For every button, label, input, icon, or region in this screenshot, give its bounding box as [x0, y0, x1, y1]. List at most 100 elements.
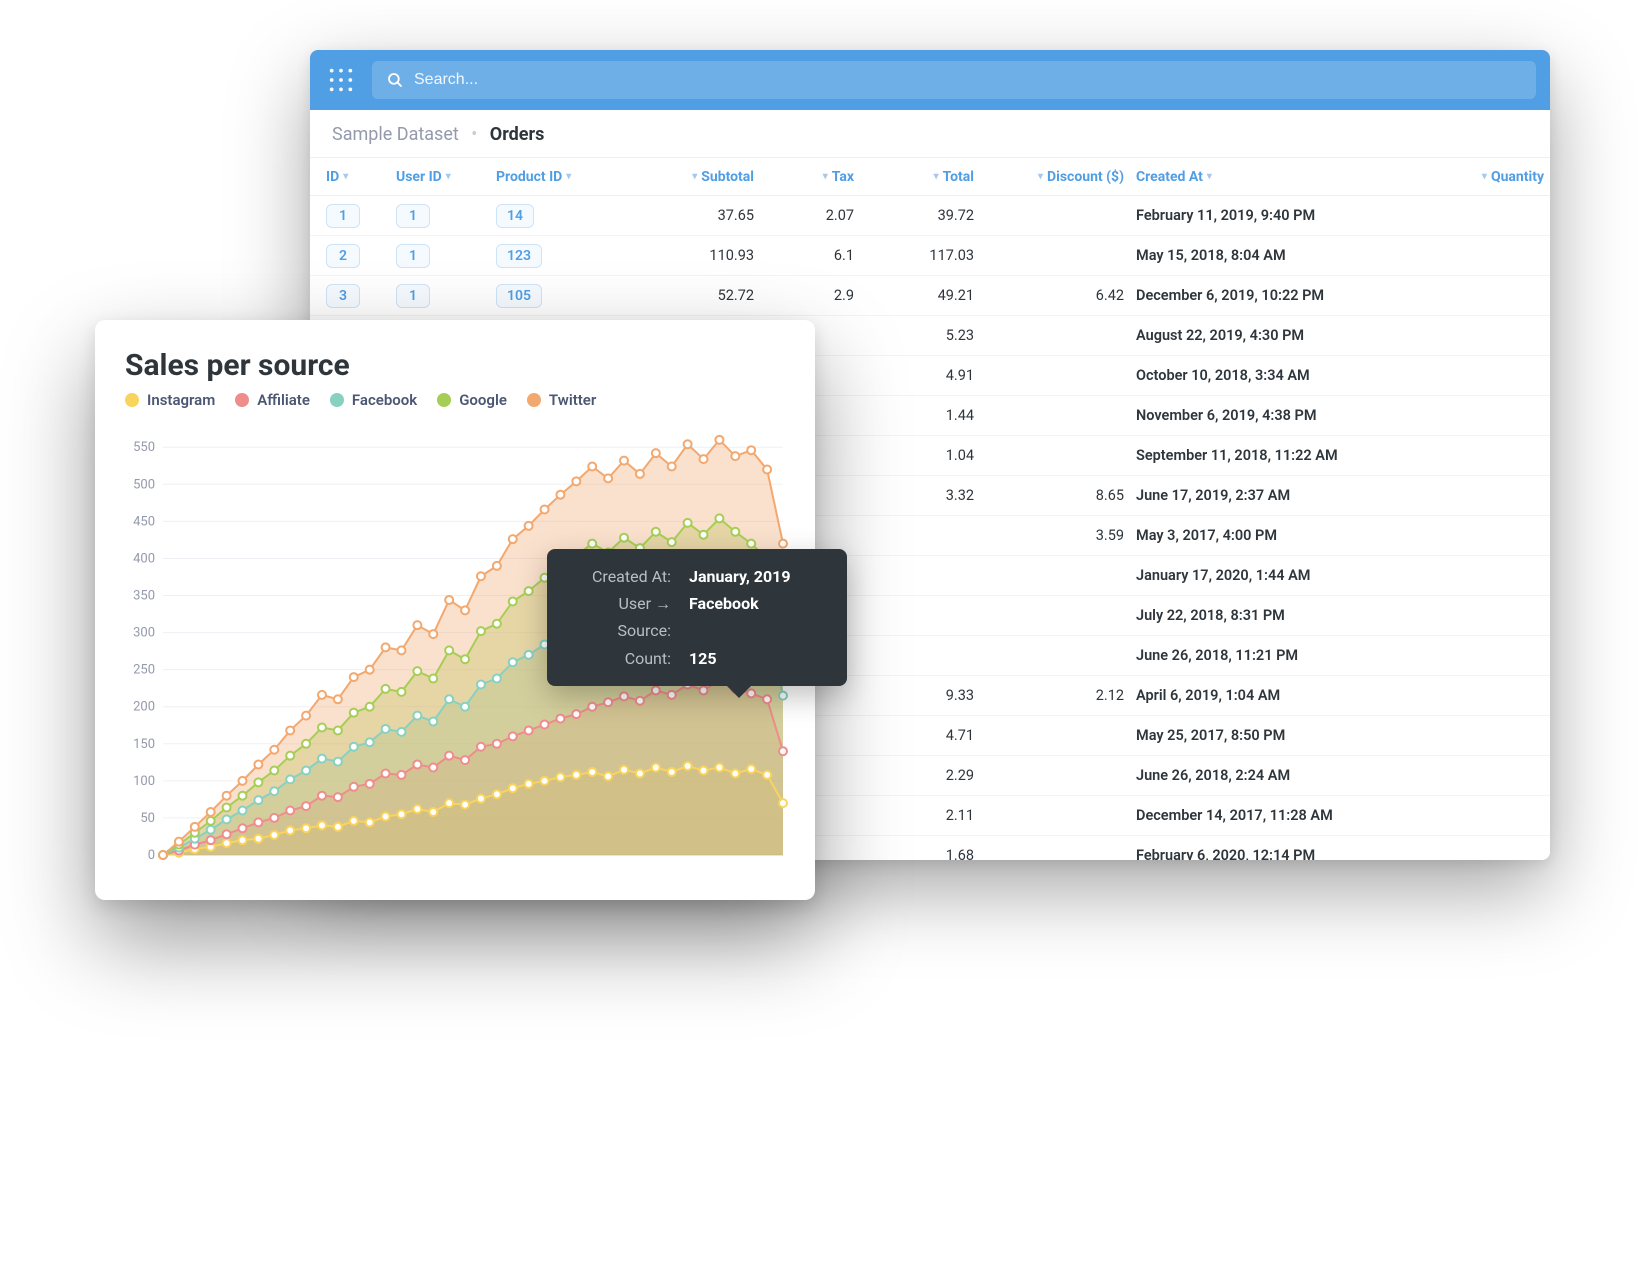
- svg-text:50: 50: [140, 811, 155, 826]
- search-icon: [386, 71, 404, 89]
- cell-total: 5.23: [860, 327, 980, 344]
- chart-legend: Instagram Affiliate Facebook Google Twitter: [125, 391, 793, 409]
- cell-created_at: June 26, 2018, 11:21 PM: [1130, 647, 1430, 664]
- topbar: [310, 50, 1550, 110]
- cell-created_at: August 22, 2019, 4:30 PM: [1130, 327, 1430, 344]
- cell-tax: 2.9: [760, 287, 860, 304]
- cell-total: 49.21: [860, 287, 980, 304]
- fk-pill[interactable]: 105: [496, 284, 542, 308]
- legend-swatch: [437, 393, 451, 407]
- cell-created_at: February 6, 2020, 12:14 PM: [1130, 847, 1430, 860]
- table-row[interactable]: 21123110.936.1117.03May 15, 2018, 8:04 A…: [310, 236, 1550, 276]
- column-header-label: Tax: [832, 169, 854, 185]
- legend-item-affiliate[interactable]: Affiliate: [235, 391, 310, 409]
- chevron-down-icon: ▾: [823, 171, 828, 182]
- table-row[interactable]: 3110552.722.949.216.42December 6, 2019, …: [310, 276, 1550, 316]
- cell-id: 3: [320, 284, 390, 308]
- cell-id: 2: [320, 244, 390, 268]
- cell-created_at: May 3, 2017, 4:00 PM: [1130, 527, 1430, 544]
- cell-total: 4.91: [860, 367, 980, 384]
- search-input[interactable]: [414, 71, 1522, 89]
- legend-item-twitter[interactable]: Twitter: [527, 391, 596, 409]
- fk-pill[interactable]: 1: [396, 204, 430, 228]
- svg-text:400: 400: [133, 551, 155, 566]
- table-row[interactable]: 111437.652.0739.72February 11, 2019, 9:4…: [310, 196, 1550, 236]
- cell-created_at: May 25, 2017, 8:50 PM: [1130, 727, 1430, 744]
- column-header-label: Discount ($): [1047, 169, 1124, 185]
- fk-pill[interactable]: 3: [326, 284, 360, 308]
- cell-subtotal: 110.93: [620, 247, 760, 264]
- column-header-subtotal[interactable]: ▾ Subtotal: [620, 169, 760, 185]
- cell-subtotal: 52.72: [620, 287, 760, 304]
- table-header-row: ID▾User ID▾Product ID▾▾Subtotal▾Tax▾Tota…: [310, 158, 1550, 196]
- svg-text:150: 150: [133, 737, 155, 752]
- cell-product_id: 105: [490, 284, 620, 308]
- chart-plot-area[interactable]: 050100150200250300350400450500550 Create…: [117, 419, 793, 879]
- chevron-down-icon: ▾: [1482, 171, 1487, 182]
- svg-text:250: 250: [133, 663, 155, 678]
- column-header-label: Subtotal: [701, 169, 754, 185]
- cell-tax: 2.07: [760, 207, 860, 224]
- search-bar[interactable]: [372, 61, 1536, 99]
- legend-swatch: [125, 393, 139, 407]
- breadcrumb-dataset[interactable]: Sample Dataset: [332, 124, 459, 145]
- column-header-label: Quantity: [1491, 169, 1544, 185]
- cell-discount: 3.59: [980, 527, 1130, 544]
- svg-text:100: 100: [133, 774, 155, 789]
- svg-text:500: 500: [133, 477, 155, 492]
- chart-tooltip: Created At:January, 2019User → Source:Fa…: [547, 549, 847, 686]
- cell-user_id: 1: [390, 244, 490, 268]
- column-header-total[interactable]: ▾Total: [860, 169, 980, 185]
- cell-created_at: June 26, 2018, 2:24 AM: [1130, 767, 1430, 784]
- svg-text:200: 200: [133, 700, 155, 715]
- cell-created_at: January 17, 2020, 1:44 AM: [1130, 567, 1430, 584]
- cell-total: 2.11: [860, 807, 980, 824]
- column-header-quantity[interactable]: ▾ Quantity: [1430, 169, 1550, 185]
- tooltip-key: User → Source:: [565, 590, 671, 644]
- fk-pill[interactable]: 123: [496, 244, 542, 268]
- tooltip-row: User → Source: Facebook: [565, 590, 829, 644]
- legend-swatch: [527, 393, 541, 407]
- cell-total: 2.29: [860, 767, 980, 784]
- column-header-product_id[interactable]: Product ID▾: [490, 169, 620, 185]
- breadcrumb-current: Orders: [490, 124, 545, 145]
- cell-total: 39.72: [860, 207, 980, 224]
- cell-user_id: 1: [390, 204, 490, 228]
- legend-label: Instagram: [147, 391, 215, 409]
- chart-title: Sales per source: [125, 348, 793, 383]
- legend-item-google[interactable]: Google: [437, 391, 507, 409]
- cell-total: 1.44: [860, 407, 980, 424]
- fk-pill[interactable]: 1: [396, 284, 430, 308]
- column-header-discount[interactable]: ▾Discount ($): [980, 169, 1130, 185]
- cell-created_at: July 22, 2018, 8:31 PM: [1130, 607, 1430, 624]
- cell-total: 117.03: [860, 247, 980, 264]
- fk-pill[interactable]: 1: [326, 204, 360, 228]
- cell-discount: 8.65: [980, 487, 1130, 504]
- fk-pill[interactable]: 14: [496, 204, 534, 228]
- chevron-down-icon: ▾: [692, 171, 697, 182]
- column-header-tax[interactable]: ▾ Tax: [760, 169, 860, 185]
- legend-item-facebook[interactable]: Facebook: [330, 391, 417, 409]
- tooltip-value: 125: [689, 645, 829, 672]
- tooltip-value: Facebook: [689, 590, 829, 644]
- cell-product_id: 123: [490, 244, 620, 268]
- legend-item-instagram[interactable]: Instagram: [125, 391, 215, 409]
- cell-created_at: December 6, 2019, 10:22 PM: [1130, 287, 1430, 304]
- column-header-id[interactable]: ID▾: [320, 169, 390, 185]
- column-header-created_at[interactable]: Created At▾: [1130, 169, 1430, 185]
- cell-total: 9.33: [860, 687, 980, 704]
- column-header-label: Product ID: [496, 169, 562, 185]
- cell-created_at: May 15, 2018, 8:04 AM: [1130, 247, 1430, 264]
- column-header-label: User ID: [396, 169, 442, 185]
- fk-pill[interactable]: 2: [326, 244, 360, 268]
- cell-subtotal: 37.65: [620, 207, 760, 224]
- tooltip-key: Created At:: [565, 563, 671, 590]
- app-logo-icon[interactable]: [324, 63, 358, 97]
- column-header-user_id[interactable]: User ID▾: [390, 169, 490, 185]
- legend-label: Google: [459, 391, 507, 409]
- cell-product_id: 14: [490, 204, 620, 228]
- fk-pill[interactable]: 1: [396, 244, 430, 268]
- legend-swatch: [235, 393, 249, 407]
- cell-user_id: 1: [390, 284, 490, 308]
- svg-text:350: 350: [133, 589, 155, 604]
